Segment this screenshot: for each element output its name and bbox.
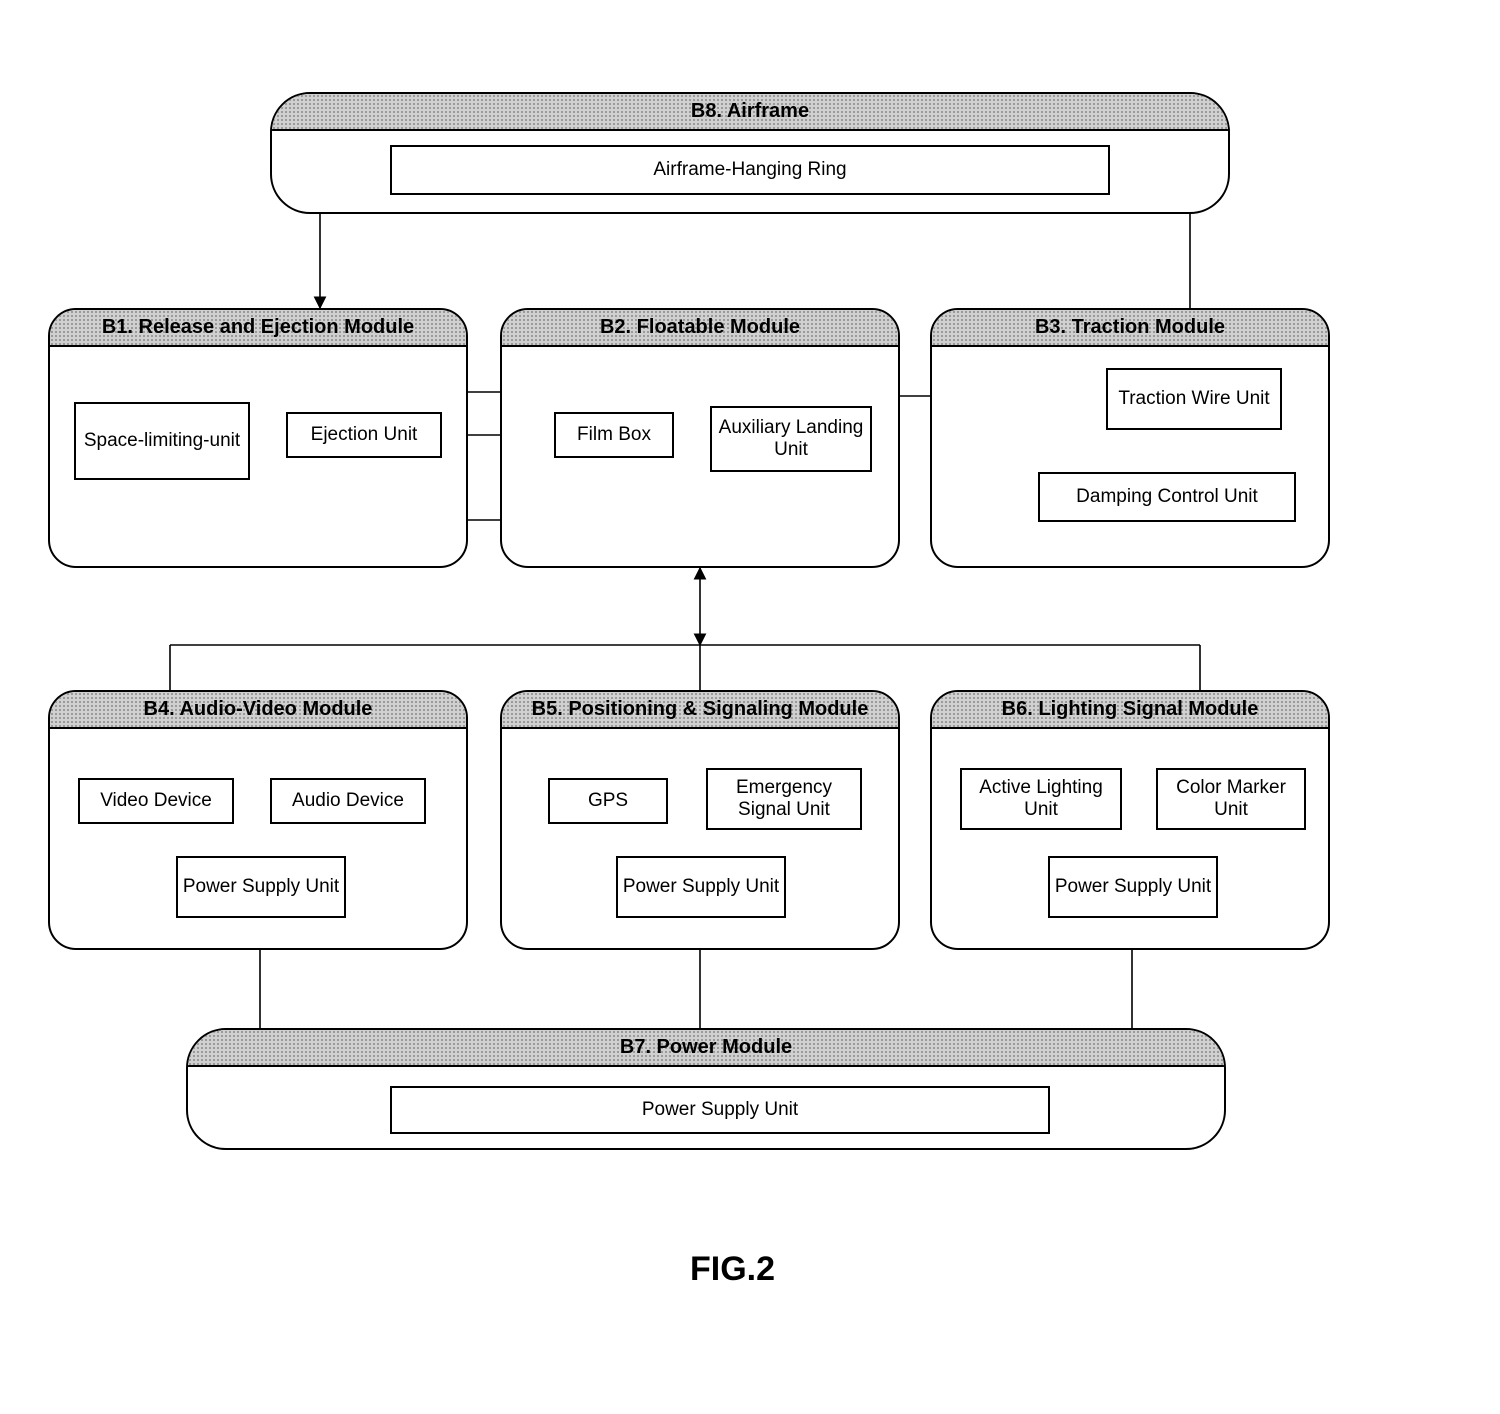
box-box_traction_wire: Traction Wire Unit xyxy=(1106,368,1282,430)
box-box_auxland: Auxiliary Landing Unit xyxy=(710,406,872,472)
box-box_color_marker: Color Marker Unit xyxy=(1156,768,1306,830)
box-box_active_light: Active Lighting Unit xyxy=(960,768,1122,830)
box-box_space_limit: Space-limiting-unit xyxy=(74,402,250,480)
box-box_ejection: Ejection Unit xyxy=(286,412,442,458)
box-box_damping: Damping Control Unit xyxy=(1038,472,1296,522)
box-box_esu: Emergency Signal Unit xyxy=(706,768,862,830)
module-header: B7. Power Module xyxy=(188,1030,1224,1067)
figure-label: FIG.2 xyxy=(690,1250,775,1289)
box-box_filmbox: Film Box xyxy=(554,412,674,458)
module-header: B5. Positioning & Signaling Module xyxy=(502,692,898,729)
box-box_psu6: Power Supply Unit xyxy=(1048,856,1218,918)
box-box_hanging_ring: Airframe-Hanging Ring xyxy=(390,145,1110,195)
module-header: B3. Traction Module xyxy=(932,310,1328,347)
box-box_psu7: Power Supply Unit xyxy=(390,1086,1050,1134)
module-header: B6. Lighting Signal Module xyxy=(932,692,1328,729)
module-header: B4. Audio-Video Module xyxy=(50,692,466,729)
box-box_audio: Audio Device xyxy=(270,778,426,824)
diagram-canvas: B8. Airframe Airframe-Hanging Ring B1. Rel… xyxy=(0,0,1500,1414)
box-box_psu4: Power Supply Unit xyxy=(176,856,346,918)
module-header: B1. Release and Ejection Module xyxy=(50,310,466,347)
box-box_psu5: Power Supply Unit xyxy=(616,856,786,918)
box-box_gps: GPS xyxy=(548,778,668,824)
module-header: B8. Airframe xyxy=(272,94,1228,131)
module-mod_b3: B3. Traction Module xyxy=(930,308,1330,568)
box-box_video: Video Device xyxy=(78,778,234,824)
module-header: B2. Floatable Module xyxy=(502,310,898,347)
